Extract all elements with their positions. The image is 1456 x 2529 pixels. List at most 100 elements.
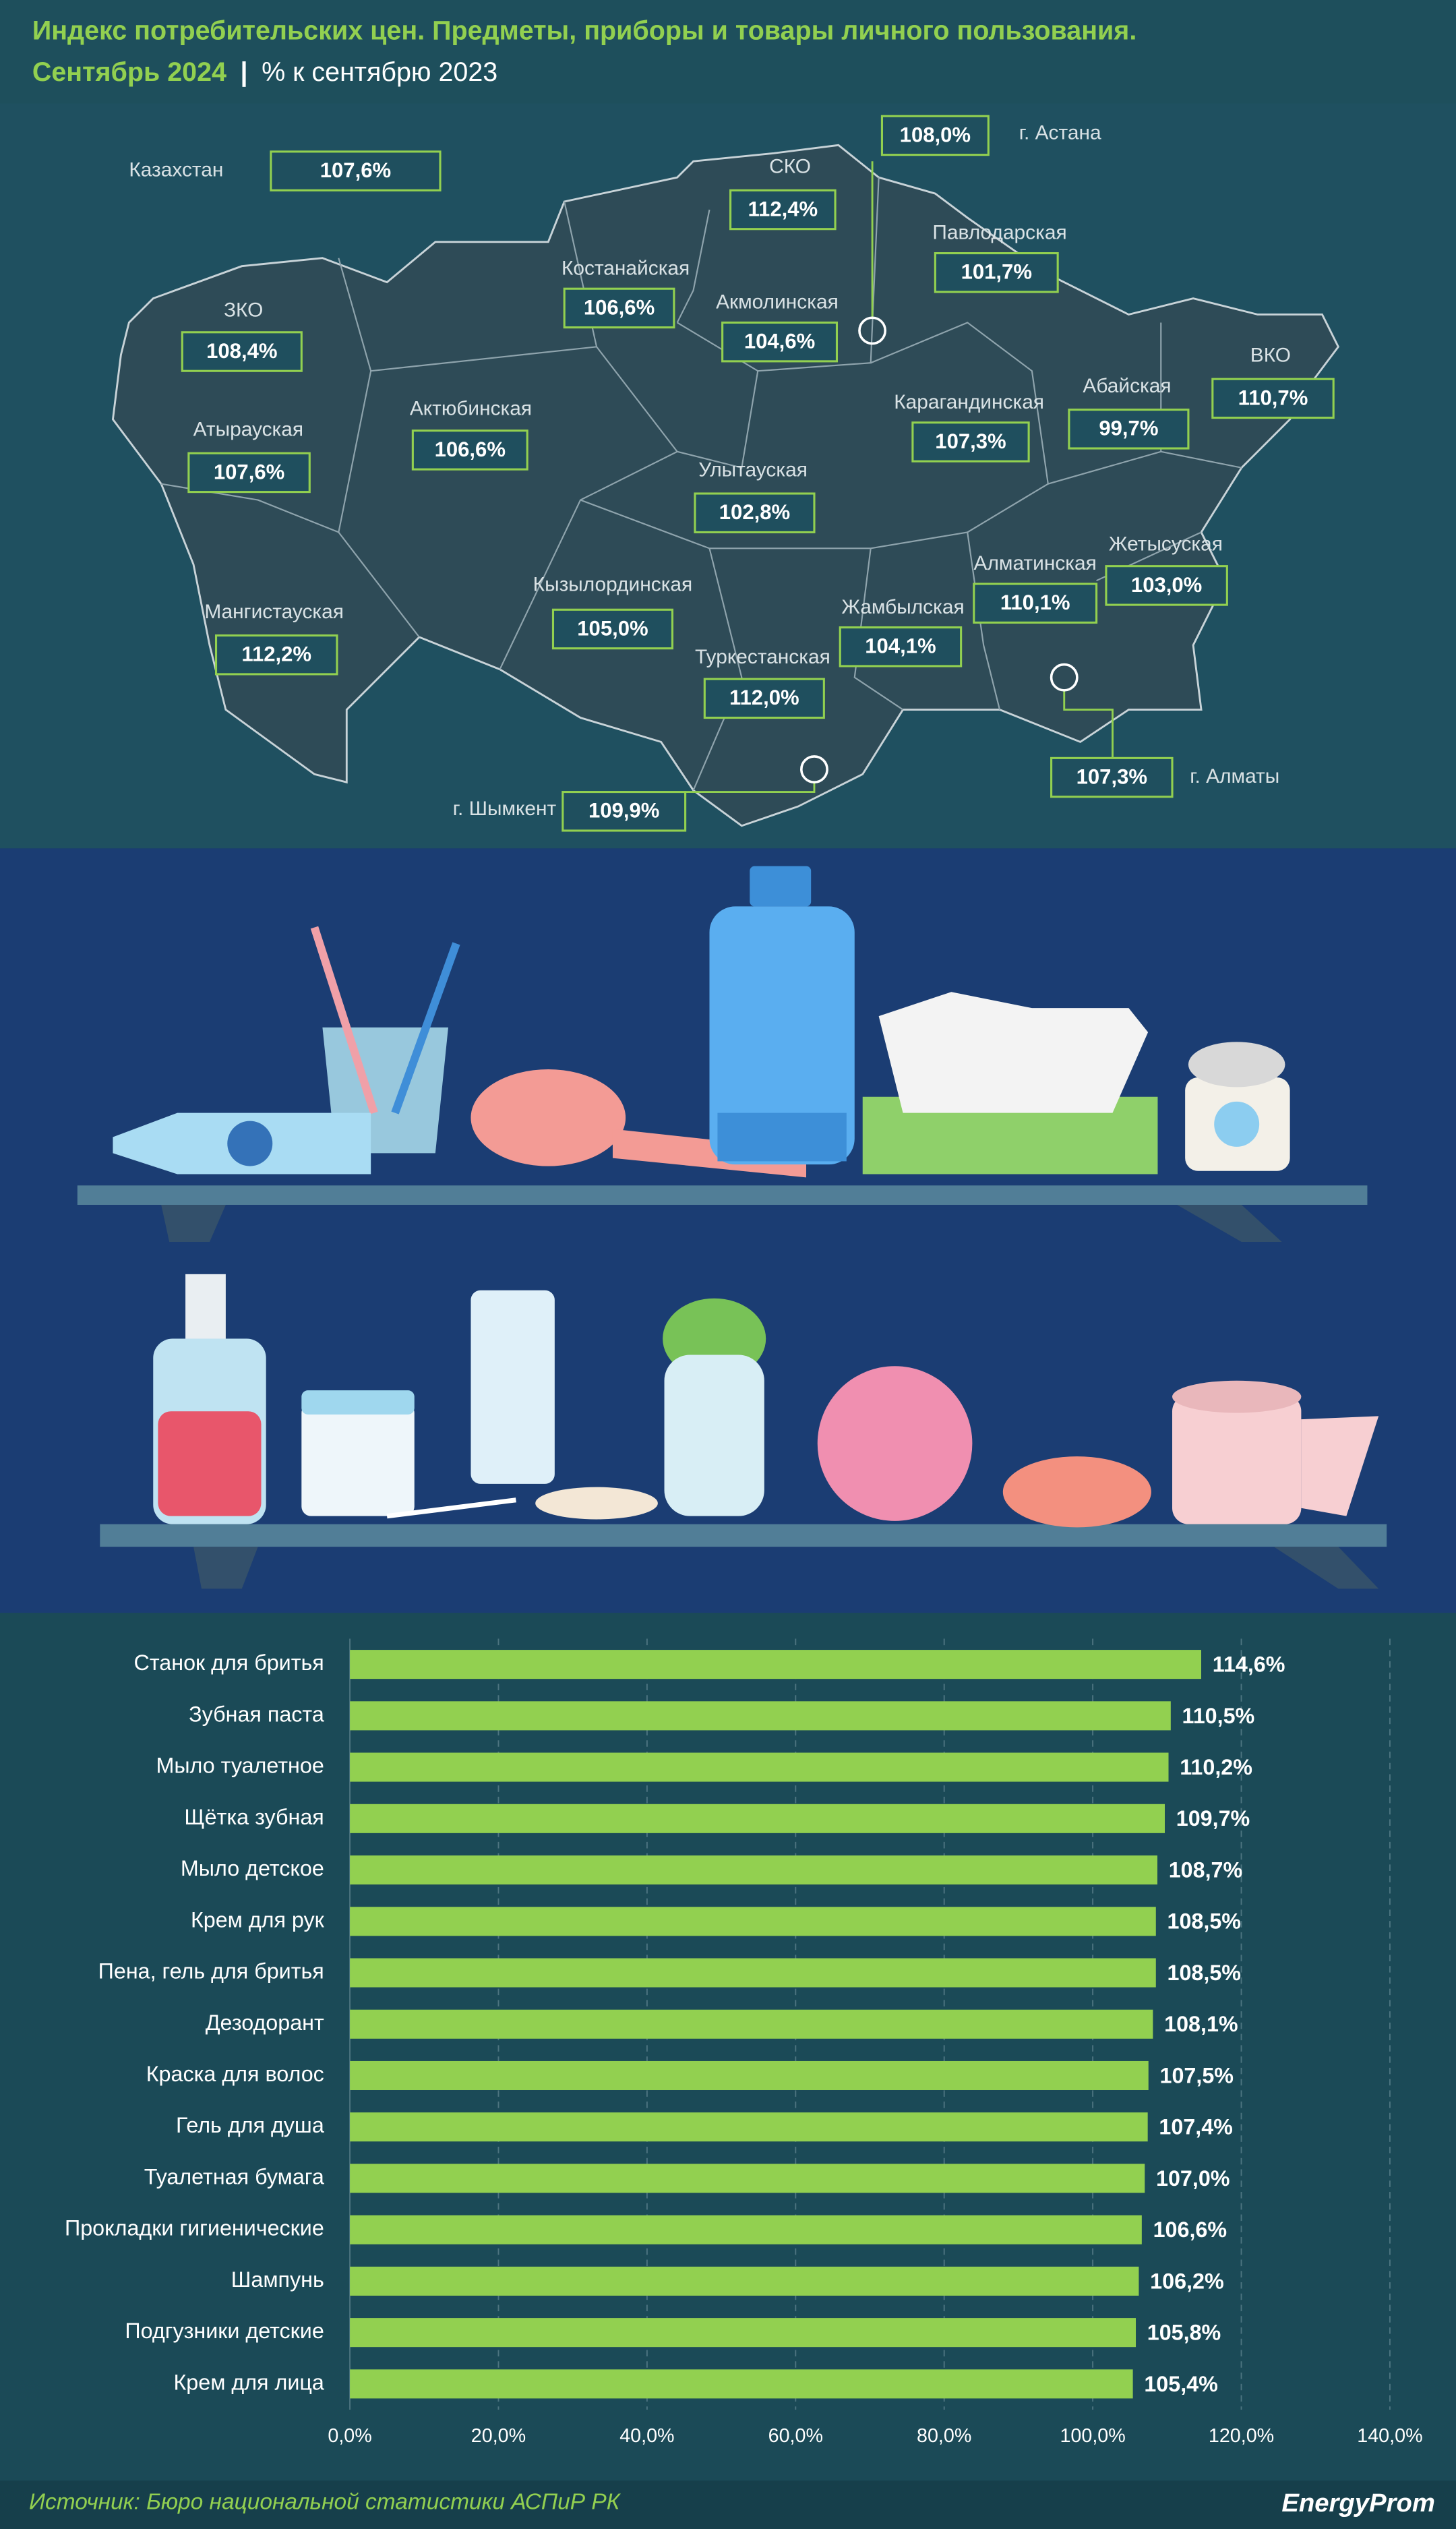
toothpaste-logo [227, 1121, 273, 1166]
bar [350, 1752, 1169, 1782]
cream-jar [301, 1403, 415, 1516]
separator: | [241, 57, 248, 87]
region-value: 107,3% [935, 429, 1006, 453]
x-tick-label: 60,0% [768, 2425, 823, 2447]
bar [350, 2164, 1145, 2193]
x-tick-label: 40,0% [619, 2425, 674, 2447]
bar [350, 2318, 1136, 2348]
value-box [270, 150, 442, 191]
category-label: Гель для душа [176, 2113, 324, 2137]
value-label: 108,7% [1169, 1857, 1242, 1882]
region-value: 106,6% [584, 295, 655, 319]
category-label: Станок для бритья [134, 1650, 324, 1675]
region-value: 105,0% [577, 616, 648, 640]
value-box [181, 331, 303, 372]
value-box [1105, 565, 1228, 606]
value-box [214, 634, 338, 676]
category-label: Пена, гель для бритья [98, 1959, 324, 1984]
toothbrush [310, 926, 378, 1114]
region-name: г. Астана [1019, 121, 1101, 144]
chart-bg [0, 1613, 1456, 2481]
region-value: 107,6% [214, 460, 284, 483]
region-name: г. Алматы [1190, 765, 1279, 787]
value-box [562, 791, 687, 832]
map-labels: Казахстан 107,6% г. Астана 108,0% СКО 112,4% П… [129, 115, 1335, 832]
category-label: Мыло туалетное [156, 1754, 324, 1778]
map-outline [111, 144, 1340, 827]
border [676, 209, 710, 323]
cotton-pack [471, 1290, 555, 1484]
category-label: Краска для волос [146, 2062, 324, 2086]
value-box [973, 583, 1098, 624]
bar [350, 1958, 1156, 1988]
unit: % к сентябрю 2023 [262, 57, 497, 87]
shelf-bracket [193, 1547, 258, 1589]
region-name: Акмолинская [716, 291, 839, 314]
category-label: Подгузники детские [125, 2319, 324, 2343]
illustration [0, 848, 1456, 1613]
border [967, 532, 1001, 710]
value-label: 105,8% [1147, 2321, 1221, 2345]
region-value: 101,7% [961, 260, 1032, 284]
bar [350, 1650, 1202, 1679]
region-name: Абайская [1083, 375, 1171, 397]
value-label: 108,5% [1167, 1961, 1241, 1985]
category-label: Прокладки гигиенические [65, 2216, 324, 2240]
bar [350, 2215, 1142, 2244]
region-name: Жетысуская [1109, 533, 1223, 555]
header-bg [0, 0, 1456, 104]
value-label: 106,2% [1150, 2269, 1223, 2293]
region-value: 109,9% [588, 799, 659, 823]
category-label: Мыло детское [181, 1856, 324, 1880]
category-label: Крем для лица [173, 2370, 324, 2394]
region-name: ЗКО [224, 299, 263, 322]
border [853, 548, 904, 711]
border [677, 371, 759, 469]
city-marker [800, 755, 828, 784]
border [580, 322, 1049, 549]
value-box [1068, 409, 1190, 450]
bar [350, 1701, 1171, 1731]
value-label: 108,5% [1167, 1909, 1241, 1934]
floss-lid [1188, 1042, 1285, 1088]
region-name: Костанайская [562, 257, 690, 279]
border [692, 548, 743, 791]
region-value: 99,7% [1099, 417, 1158, 440]
region-value: 104,6% [744, 330, 815, 353]
toilet-roll-top [1172, 1380, 1302, 1413]
cream-lid [301, 1390, 415, 1415]
shelf [77, 1185, 1368, 1205]
x-tick-label: 80,0% [917, 2425, 971, 2447]
region-value: 107,6% [320, 158, 391, 182]
logo: EnergyProm [1281, 2489, 1435, 2518]
region-value: 102,8% [719, 500, 790, 524]
region-name: Актюбинская [410, 398, 532, 420]
x-tick-label: 0,0% [328, 2425, 371, 2447]
value-label: 107,5% [1160, 2063, 1234, 2087]
region-name: Туркестанская [695, 646, 830, 668]
soap-bar [1002, 1456, 1151, 1528]
region-name: Улытауская [698, 458, 808, 481]
region-name: ВКО [1250, 345, 1291, 367]
bar [350, 2369, 1133, 2399]
city-marker [1050, 663, 1079, 692]
value-label: 108,1% [1164, 2012, 1238, 2036]
value-label: 114,6% [1213, 1653, 1285, 1677]
sponge [817, 1366, 973, 1521]
shelf-bracket [1273, 1547, 1379, 1589]
subtitle: Сентябрь 2024 | % к сентябрю 2023 [32, 57, 497, 87]
shelf-bracket [161, 1204, 226, 1243]
bar [350, 1907, 1156, 1936]
value-box [880, 115, 990, 156]
region-value: 108,0% [900, 123, 971, 146]
leader-line [1063, 690, 1114, 758]
region-value: 112,4% [748, 197, 818, 220]
value-box [703, 678, 825, 719]
value-box [563, 287, 675, 329]
value-box [1050, 756, 1174, 798]
region-value: 108,4% [206, 339, 277, 363]
value-label: 107,0% [1156, 2166, 1230, 2191]
x-tick-label: 20,0% [471, 2425, 526, 2447]
period: Сентябрь 2024 [32, 57, 226, 87]
